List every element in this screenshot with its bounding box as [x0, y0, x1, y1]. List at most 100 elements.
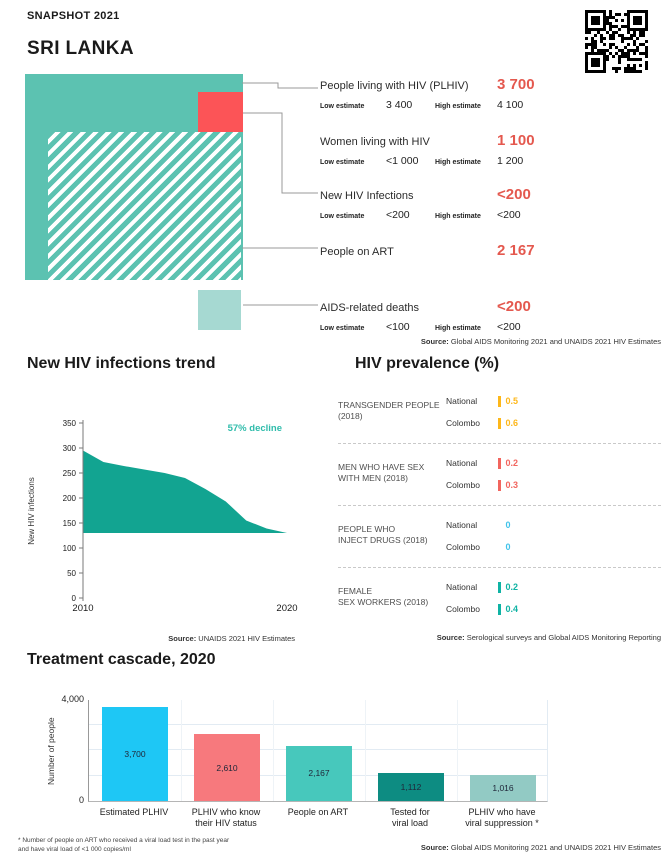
- prevalence-row: Colombo 0.3: [446, 478, 518, 492]
- low-estimate-label: Low estimate: [320, 325, 365, 332]
- prevalence-group-name: FEMALE SEX WORKERS (2018): [338, 586, 429, 608]
- y-axis-title: New HIV infections: [27, 477, 36, 545]
- y-tick-label: 300: [63, 444, 77, 453]
- connector-lines: [242, 82, 318, 306]
- y-tick-label: 350: [63, 419, 77, 428]
- qr-code: [584, 9, 648, 73]
- low-estimate-label: Low estimate: [320, 159, 365, 166]
- prevalence-row: National 0.5: [446, 394, 518, 408]
- gridline-vertical: [365, 700, 366, 801]
- country-title: SRI LANKA: [27, 38, 135, 59]
- prevalence-location-label: National: [446, 582, 478, 592]
- stat-row-art: People on ART 2 167: [320, 242, 665, 259]
- treatment-cascade-chart: 3,700 2,610 2,167 1,112 1,016: [88, 700, 548, 802]
- cascade-bar: 2,167: [286, 745, 352, 801]
- prevalence-heading: HIV prevalence (%): [355, 355, 500, 372]
- connector-line: [242, 82, 318, 89]
- low-estimate-value: <100: [386, 321, 410, 333]
- cascade-bar: 1,112: [378, 772, 444, 801]
- stat-row-women: Women living with HIV 1 100 Low estimate <…: [320, 132, 665, 167]
- dashed-separator: [338, 505, 661, 506]
- trend-heading: New HIV infections trend: [27, 355, 216, 372]
- stat-label: AIDS-related deaths: [320, 302, 420, 314]
- new-hiv-infections-trend-chart: 0 50 100 150 200 250 300 350 2010 2020 New HIV inf…: [27, 419, 298, 614]
- prevalence-bar: [498, 479, 501, 491]
- prevalence-group-name: MEN WHO HAVE SEX WITH MEN (2018): [338, 462, 425, 484]
- high-estimate-label: High estimate: [435, 159, 481, 166]
- prevalence-value: 0.6: [505, 418, 519, 428]
- dashed-separator: [338, 567, 661, 568]
- stat-value: 1 100: [497, 132, 535, 149]
- low-estimate-value: 3 400: [386, 99, 413, 111]
- prevalence-bar: [498, 417, 501, 429]
- y-tick-label: 50: [67, 569, 76, 578]
- cascade-bar: 3,700: [102, 706, 168, 801]
- stat-row-aids-deaths: AIDS-related deaths <200 Low estimate <100…: [320, 298, 665, 333]
- cascade-category-labels: Estimated PLHIV PLHIV who know their HIV …: [0, 807, 670, 833]
- category-label: People on ART: [287, 807, 349, 817]
- stat-row-plhiv: People living with HIV (PLHIV) 3 700 Low …: [320, 76, 665, 111]
- cascade-y-axis-title: Number of people: [46, 717, 56, 785]
- stat-value: 2 167: [497, 242, 535, 259]
- cascade-heading: Treatment cascade, 2020: [27, 651, 216, 668]
- prevalence-value: 0: [505, 520, 511, 530]
- category-label: Estimated PLHIV: [99, 807, 169, 817]
- prevalence-group-name: TRANSGENDER PEOPLE (2018): [338, 400, 440, 422]
- prevalence-row: Colombo 0.6: [446, 416, 518, 430]
- low-estimate-label: Low estimate: [320, 103, 365, 110]
- hiv-prevalence-table: TRANSGENDER PEOPLE (2018) National 0.5 Colo…: [338, 392, 661, 640]
- prevalence-bar: [498, 603, 501, 615]
- snapshot-label: SNAPSHOT 2021: [27, 10, 120, 22]
- prevalence-location-label: Colombo: [446, 480, 481, 490]
- stat-value: 3 700: [497, 76, 535, 93]
- dashed-separator: [338, 443, 661, 444]
- prevalence-value: 0.3: [505, 480, 519, 490]
- prevalence-value: 0.4: [505, 604, 519, 614]
- cascade-source: Source: Global AIDS Monitoring 2021 and …: [420, 843, 661, 852]
- prevalence-bar: [498, 457, 501, 469]
- category-label: PLHIV who know their HIV status: [191, 807, 261, 829]
- cascade-bar: 2,610: [194, 734, 260, 801]
- prevalence-row: Colombo 0.4: [446, 602, 518, 616]
- stat-row-new-infections: New HIV Infections <200 Low estimate <200 H…: [320, 186, 665, 221]
- high-estimate-label: High estimate: [435, 213, 481, 220]
- high-estimate-label: High estimate: [435, 103, 481, 110]
- prevalence-value: 0.2: [505, 458, 519, 468]
- cascade-y-tick-max: 4,000: [61, 694, 84, 704]
- bar-value-label: 3,700: [124, 748, 146, 759]
- prevalence-location-label: National: [446, 458, 478, 468]
- high-estimate-value: <200: [497, 209, 521, 221]
- y-tick-label: 200: [63, 494, 77, 503]
- stat-value: <200: [497, 298, 531, 315]
- prevalence-location-label: Colombo: [446, 542, 481, 552]
- category-label: Tested for viral load: [390, 807, 430, 829]
- y-tick-label: 100: [63, 544, 77, 553]
- gridline-vertical: [457, 700, 458, 801]
- connector-line: [243, 112, 318, 194]
- key-stats-source: Source: Global AIDS Monitoring 2021 and …: [420, 337, 661, 346]
- prevalence-bar: [498, 581, 501, 593]
- bar-value-label: 1,016: [492, 783, 514, 794]
- gridline-horizontal: [89, 723, 547, 725]
- high-estimate-value: 1 200: [497, 155, 524, 167]
- x-tick-label: 2020: [276, 603, 297, 614]
- decline-annotation: 57% decline: [228, 423, 282, 434]
- trend-area: [83, 450, 287, 533]
- bar-value-label: 2,167: [308, 768, 330, 779]
- prevalence-location-label: Colombo: [446, 418, 481, 428]
- bar-value-label: 1,112: [400, 781, 422, 792]
- stat-label: Women living with HIV: [320, 136, 430, 148]
- category-label: PLHIV who have viral suppression *: [465, 807, 539, 829]
- prevalence-group-name: PEOPLE WHO INJECT DRUGS (2018): [338, 524, 428, 546]
- low-estimate-value: <200: [386, 209, 410, 221]
- stat-label: New HIV Infections: [320, 190, 414, 202]
- prevalence-bar: [498, 395, 501, 407]
- prevalence-row: National 0.2: [446, 456, 518, 470]
- prevalence-location-label: National: [446, 396, 478, 406]
- prevalence-group: MEN WHO HAVE SEX WITH MEN (2018) National…: [338, 454, 661, 516]
- prevalence-row: Colombo 0: [446, 540, 511, 554]
- high-estimate-label: High estimate: [435, 325, 481, 332]
- prevalence-group: TRANSGENDER PEOPLE (2018) National 0.5 Colo…: [338, 392, 661, 454]
- new-infections-square: [198, 92, 243, 132]
